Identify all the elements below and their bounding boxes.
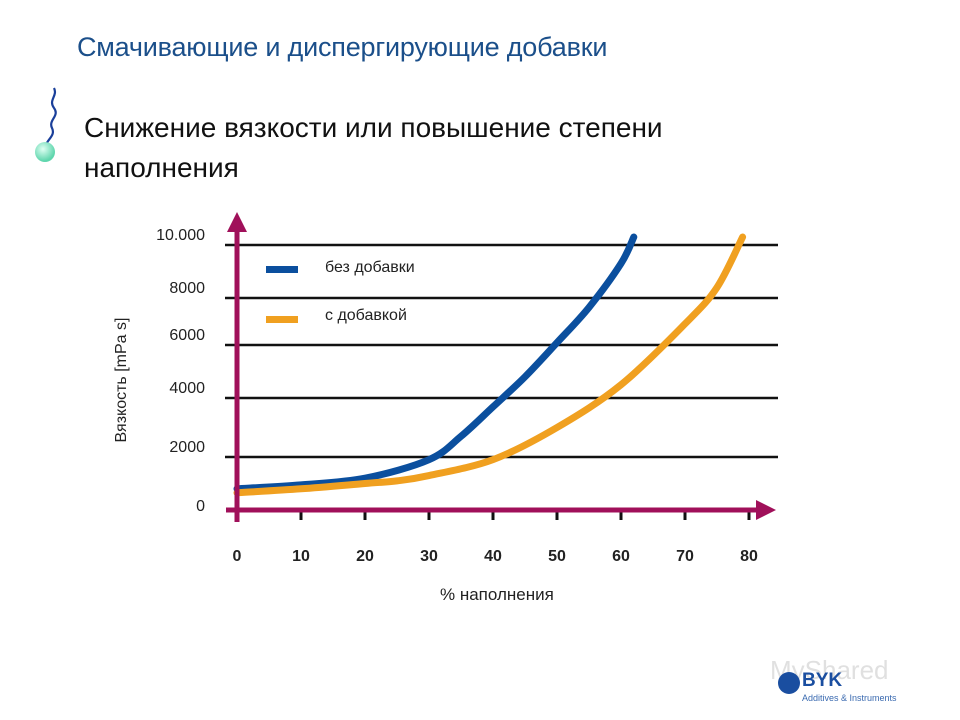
legend-swatch-without-additive	[266, 266, 298, 273]
x-axis-label: % наполнения	[440, 585, 554, 604]
x-tick-label: 0	[232, 548, 242, 565]
molecule-bullet-icon	[35, 87, 57, 162]
byk-logo-icon	[778, 672, 800, 694]
logo-tagline: Additives & Instruments	[802, 693, 897, 703]
subtitle-line-1: Снижение вязкости или повышение степени	[84, 112, 663, 143]
y-tick-label: 8000	[169, 280, 205, 297]
legend-label-with-additive: с добавкой	[325, 307, 407, 324]
y-tick-label: 4000	[169, 380, 205, 397]
x-tick-label: 30	[420, 548, 438, 565]
x-tick-label: 70	[676, 548, 694, 565]
y-tick-label: 0	[196, 498, 205, 515]
x-tick-label: 40	[484, 548, 502, 565]
slide-subtitle: Снижение вязкости или повышение степени …	[84, 108, 784, 188]
series-line-1	[233, 233, 747, 497]
axes	[226, 212, 776, 522]
y-axis-label: Вязкость [mPa s]	[113, 317, 130, 443]
subtitle-line-2: наполнения	[84, 152, 239, 183]
legend-swatch-with-additive	[266, 316, 298, 323]
x-tick-label: 50	[548, 548, 566, 565]
x-tick-label: 60	[612, 548, 630, 565]
x-tick-label: 20	[356, 548, 374, 565]
y-tick-label: 6000	[169, 327, 205, 344]
gridlines	[225, 243, 778, 459]
logo-brand: BYK	[802, 670, 843, 691]
x-axis-arrow-icon	[756, 500, 776, 520]
x-tick-label: 10	[292, 548, 310, 565]
slide-title: Смачивающие и диспергирующие добавки	[77, 32, 608, 62]
x-tick-label: 80	[740, 548, 758, 565]
series-line-0	[233, 233, 638, 493]
y-axis-arrow-icon	[227, 212, 247, 232]
byk-logo: BYK Additives & Instruments	[772, 668, 932, 708]
y-tick-label: 2000	[169, 439, 205, 456]
y-tick-label: 10.000	[156, 227, 205, 244]
legend-label-without-additive: без добавки	[325, 259, 415, 276]
series-lines	[233, 233, 747, 497]
